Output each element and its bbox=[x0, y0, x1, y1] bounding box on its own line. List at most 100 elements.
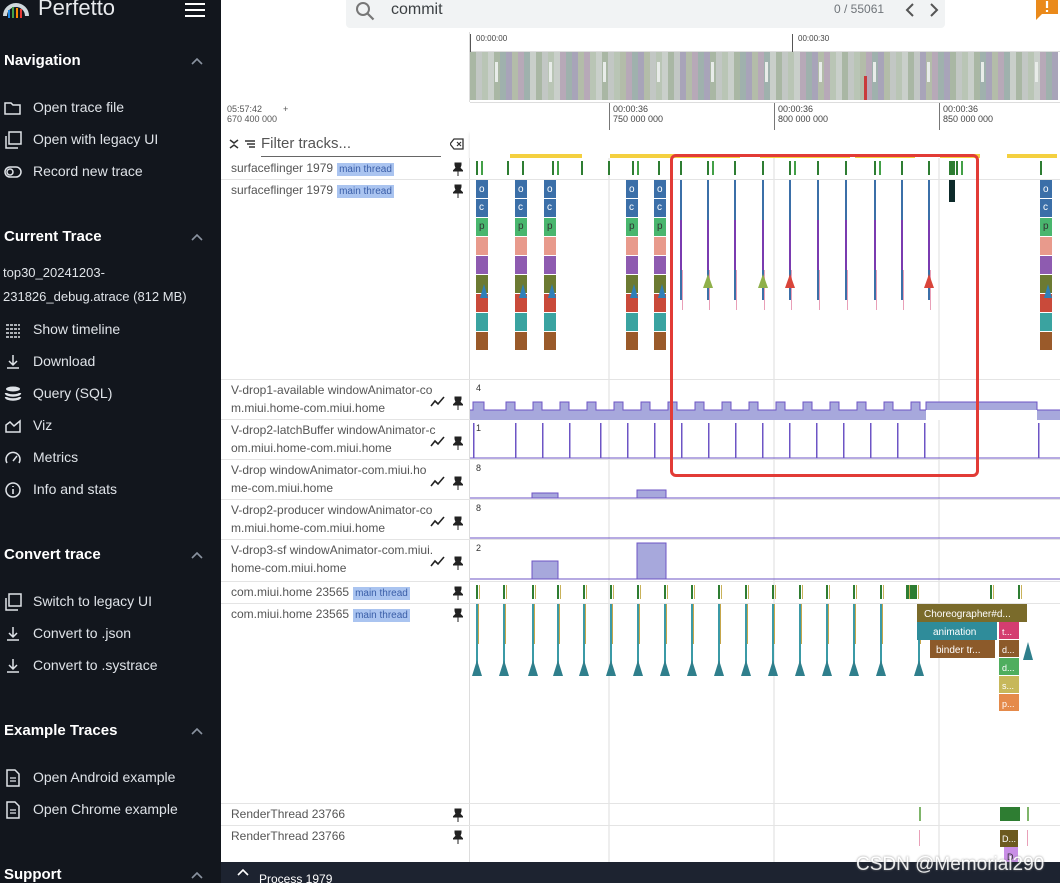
slice-label: c bbox=[518, 202, 523, 213]
track-content[interactable] bbox=[470, 158, 1060, 179]
pin-icon[interactable] bbox=[453, 608, 463, 622]
download-item[interactable]: Download bbox=[0, 351, 221, 375]
track-miui-home-main-1[interactable]: com.miui.home 23565 main thread bbox=[221, 582, 1060, 604]
timeline-icon bbox=[6, 324, 20, 338]
pin-icon[interactable] bbox=[453, 830, 463, 844]
pin-icon[interactable] bbox=[453, 476, 463, 490]
slice bbox=[949, 180, 955, 202]
track-content[interactable]: Choreographer#d... animation binder tr... t… bbox=[470, 604, 1060, 803]
slice-label: p bbox=[547, 221, 553, 232]
track-vdrop[interactable]: V-drop windowAnimator-com.miui.home-com.… bbox=[221, 460, 1060, 500]
convert-systrace-item[interactable]: Convert to .systrace bbox=[0, 655, 221, 679]
info-and-stats-item[interactable]: Info and stats bbox=[0, 479, 221, 503]
slice bbox=[476, 313, 488, 331]
open-android-example-item[interactable]: Open Android example bbox=[0, 767, 221, 791]
open-chrome-example-item[interactable]: Open Chrome example bbox=[0, 799, 221, 823]
overview-timeline[interactable]: 00:00:00 00:00:30 bbox=[470, 32, 1060, 102]
convert-json-item[interactable]: Convert to .json bbox=[0, 623, 221, 647]
chevron-up-icon[interactable] bbox=[190, 726, 204, 736]
switch-legacy-ui-item[interactable]: Switch to legacy UI bbox=[0, 591, 221, 615]
track-renderthread-2[interactable]: RenderThread 23766 D... D bbox=[221, 826, 1060, 862]
slice bbox=[903, 270, 904, 310]
filter-list-icon[interactable] bbox=[244, 138, 256, 150]
search-query[interactable]: commit bbox=[391, 1, 443, 18]
collapse-all-icon[interactable] bbox=[228, 138, 240, 150]
thread-state-slice bbox=[802, 585, 803, 599]
time-axis[interactable]: 00:00:36 750 000 000 00:00:36 800 000 000 … bbox=[470, 102, 1060, 131]
track-content[interactable] bbox=[470, 804, 1060, 825]
slice bbox=[544, 180, 556, 198]
track-vdrop1-available[interactable]: V-drop1-available windowAnimator-com.miu… bbox=[221, 380, 1060, 420]
thread-state-slice bbox=[1021, 585, 1022, 599]
track-content[interactable]: 4 bbox=[470, 380, 1060, 420]
overview-cell bbox=[981, 62, 984, 82]
metrics-item[interactable]: Metrics bbox=[0, 447, 221, 471]
track-canvas: Choreographer#d... animation binder tr... t… bbox=[472, 604, 1033, 711]
flow-arrow bbox=[658, 284, 666, 298]
track-vdrop2-latchbuffer[interactable]: V-drop2-latchBuffer windowAnimator-com.m… bbox=[221, 420, 1060, 460]
error-report-icon[interactable] bbox=[1034, 0, 1060, 20]
counter-canvas bbox=[470, 537, 1060, 539]
nav-label: Open with legacy UI bbox=[33, 131, 159, 147]
track-vdrop2-producer[interactable]: V-drop2-producer windowAnimator-com.miui… bbox=[221, 500, 1060, 540]
open-trace-file-item[interactable]: Open trace file bbox=[0, 97, 221, 121]
pin-icon[interactable] bbox=[453, 162, 463, 176]
open-legacy-ui-item[interactable]: Open with legacy UI bbox=[0, 129, 221, 153]
overview-cell bbox=[927, 62, 930, 82]
track-content[interactable] bbox=[470, 582, 1060, 603]
thread-state-slice bbox=[610, 585, 612, 599]
chevron-up-icon[interactable] bbox=[190, 56, 204, 66]
thread-state-slice bbox=[1027, 807, 1029, 821]
flow-arrow bbox=[579, 660, 589, 676]
track-content[interactable]: 2 bbox=[470, 540, 1060, 581]
track-content[interactable]: D... D bbox=[470, 826, 1060, 862]
chevron-up-icon[interactable] bbox=[190, 870, 204, 880]
slice bbox=[682, 270, 683, 310]
pin-icon[interactable] bbox=[453, 586, 463, 600]
track-content[interactable]: 8 bbox=[470, 460, 1060, 499]
section-support[interactable]: Support bbox=[0, 866, 221, 883]
slice bbox=[476, 256, 488, 274]
previous-result-icon[interactable] bbox=[902, 1, 920, 19]
backspace-clear-icon[interactable] bbox=[450, 138, 464, 150]
section-convert-trace[interactable]: Convert trace bbox=[0, 546, 221, 570]
slice bbox=[876, 270, 877, 310]
show-timeline-item[interactable]: Show timeline bbox=[0, 319, 221, 343]
track-renderthread-1[interactable]: RenderThread 23766 bbox=[221, 804, 1060, 826]
track-content[interactable]: 1 bbox=[470, 420, 1060, 459]
track-vdrop3-sf[interactable]: V-drop3-sf windowAnimator-com.miui.home-… bbox=[221, 540, 1060, 582]
omnibox[interactable]: commit 0 / 55061 bbox=[346, 0, 945, 28]
section-current-trace[interactable]: Current Trace bbox=[0, 228, 221, 252]
slice bbox=[791, 270, 792, 310]
chevron-up-icon[interactable] bbox=[190, 550, 204, 560]
pin-icon[interactable] bbox=[453, 436, 463, 450]
viz-item[interactable]: Viz bbox=[0, 415, 221, 439]
overview-heatmap[interactable] bbox=[470, 52, 1060, 100]
query-sql-item[interactable]: Query (SQL) bbox=[0, 383, 221, 407]
chevron-up-icon[interactable] bbox=[190, 232, 204, 242]
pin-icon[interactable] bbox=[453, 516, 463, 530]
pin-icon[interactable] bbox=[453, 808, 463, 822]
overview-cell bbox=[1046, 52, 1052, 100]
nav-label: Open Android example bbox=[33, 769, 176, 785]
details-panel-header[interactable]: Process 1979 bbox=[221, 862, 1060, 883]
filter-tracks-input[interactable]: Filter tracks... bbox=[261, 135, 441, 157]
next-result-icon[interactable] bbox=[924, 1, 942, 19]
pin-icon[interactable] bbox=[453, 556, 463, 570]
pin-icon[interactable] bbox=[453, 396, 463, 410]
track-surfaceflinger-main-1[interactable]: surfaceflinger 1979 main thread bbox=[221, 158, 1060, 180]
overview-cell bbox=[806, 52, 812, 100]
axis-tick: 00:00:36 750 000 000 bbox=[609, 103, 663, 131]
chevron-up-icon[interactable] bbox=[237, 868, 249, 876]
track-miui-home-main-2[interactable]: com.miui.home 23565 main thread Choreogra… bbox=[221, 604, 1060, 804]
overview-cell bbox=[680, 52, 686, 100]
section-navigation[interactable]: Navigation bbox=[0, 52, 221, 76]
pin-icon[interactable] bbox=[453, 184, 463, 198]
track-content[interactable]: 8 bbox=[470, 500, 1060, 539]
hamburger-menu-icon[interactable] bbox=[185, 3, 205, 19]
slice bbox=[544, 275, 556, 293]
section-example-traces[interactable]: Example Traces bbox=[0, 722, 221, 746]
record-new-trace-item[interactable]: Record new trace bbox=[0, 161, 221, 185]
